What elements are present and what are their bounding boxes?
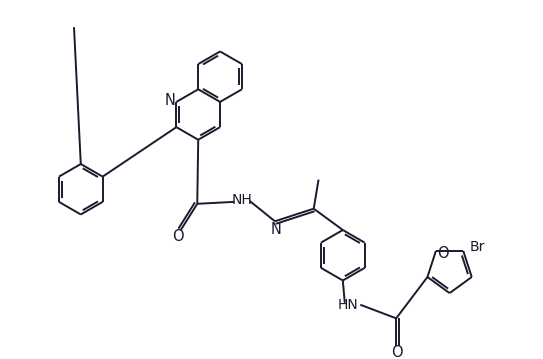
Text: O: O xyxy=(437,246,449,261)
Text: HN: HN xyxy=(337,298,358,312)
Text: NH: NH xyxy=(231,193,252,207)
Text: N: N xyxy=(270,222,281,237)
Text: Br: Br xyxy=(469,240,484,254)
Text: O: O xyxy=(392,345,403,359)
Text: N: N xyxy=(164,93,175,108)
Text: O: O xyxy=(172,229,184,244)
